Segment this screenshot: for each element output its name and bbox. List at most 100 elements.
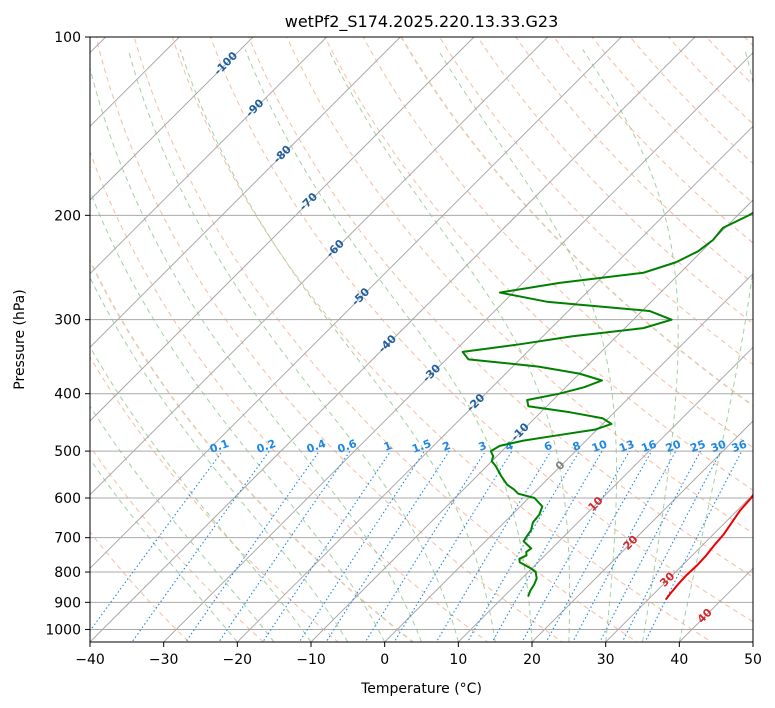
- moist-adiabat-line: [328, 49, 571, 642]
- dry-adiabat-line: [515, 37, 753, 284]
- y-tick-label: 1000: [45, 622, 81, 638]
- x-tick-label: 0: [380, 652, 389, 668]
- mixing-ratio-label: 25: [689, 438, 708, 455]
- y-tick-label: 300: [54, 313, 81, 329]
- moist-adiabat-line: [90, 405, 275, 642]
- mixing-ratio-line: [325, 450, 450, 642]
- x-axis-label: Temperature (°C): [360, 681, 482, 697]
- y-tick-label: 200: [54, 208, 81, 224]
- isotherm-line: [383, 272, 753, 642]
- mixing-ratio-label: 20: [664, 438, 683, 456]
- isotherm-line: [90, 37, 696, 642]
- mixing-ratio-line: [435, 450, 552, 642]
- x-axis: −40 −30 −20 −10 0 10 20 30 40 50: [75, 642, 762, 668]
- dry-adiabat-line: [171, 37, 713, 642]
- mixing-ratio-line: [185, 450, 320, 642]
- dry-adiabat-line: [90, 150, 489, 642]
- mixing-ratio-label: 0.1: [208, 437, 231, 456]
- isotherm-line: [90, 37, 254, 201]
- moist-adiabat-line: [90, 66, 422, 642]
- x-tick-label: −10: [296, 652, 326, 668]
- isotherm-line: [90, 37, 402, 349]
- x-tick-label: 40: [670, 652, 688, 668]
- mixing-ratio-line: [491, 450, 603, 642]
- isotherm-line: [236, 125, 753, 642]
- mixing-ratio-label: 1: [382, 439, 394, 454]
- background-lines: [90, 37, 753, 642]
- isotherm-line: [162, 51, 753, 642]
- dewpoint-profile-line: [461, 211, 753, 597]
- moist-adiabat-line: [582, 49, 679, 642]
- x-tick-label: 20: [523, 652, 541, 668]
- mixing-ratio-line: [131, 450, 270, 642]
- x-tick-label: −20: [223, 652, 253, 668]
- y-tick-label: 900: [54, 595, 81, 611]
- y-tick-label: 500: [54, 444, 81, 460]
- moist-adiabat-line: [90, 189, 386, 642]
- dry-adiabat-line: [553, 37, 753, 244]
- moist-adiabat-line: [244, 49, 533, 642]
- moist-adiabat-line: [90, 276, 349, 642]
- mixing-ratio-label: 8: [571, 439, 583, 454]
- isotherm-line: [310, 199, 753, 642]
- mixing-ratio-label: 3: [477, 439, 489, 454]
- chart-title: wetPf2_S174.2025.220.13.33.G23: [285, 12, 559, 32]
- dry-adiabat-line: [90, 259, 415, 642]
- mixing-ratio-line: [644, 450, 743, 642]
- y-tick-label: 800: [54, 565, 81, 581]
- mixing-ratio-label: 10: [590, 438, 609, 456]
- y-tick-label: 700: [54, 531, 81, 547]
- x-tick-label: 30: [597, 652, 615, 668]
- mixing-ratio-line: [218, 450, 351, 642]
- mixing-ratio-label: 6: [542, 439, 554, 454]
- dry-adiabat-line: [591, 37, 753, 204]
- dry-adiabat-line: [209, 37, 753, 623]
- mixing-ratio-label: 0.2: [255, 437, 278, 456]
- mixing-ratio-label: 4: [503, 439, 515, 454]
- y-tick-label: 100: [54, 30, 81, 46]
- mixing-ratio-line: [545, 450, 653, 642]
- isotherm-line: [90, 37, 475, 422]
- moist-adiabat-line: [127, 49, 459, 642]
- dry-adiabat-line: [133, 37, 638, 642]
- plot-frame: [89, 36, 754, 643]
- mixing-ratio-label: 0.4: [305, 437, 328, 456]
- mixing-ratio-label: 16: [640, 438, 659, 456]
- dry-adiabat-line: [248, 37, 753, 578]
- isotherm-line: [457, 346, 753, 642]
- dry-adiabat-line: [286, 37, 753, 534]
- isotherm-line: [90, 37, 328, 275]
- x-tick-label: 50: [744, 652, 762, 668]
- x-tick-label: −30: [149, 652, 179, 668]
- y-tick-label: 400: [54, 387, 81, 403]
- mixing-ratio-label: 30: [709, 438, 728, 456]
- temperature-profile-line: [665, 493, 753, 601]
- moist-adiabat-line: [179, 49, 496, 642]
- mixing-ratio-label: 2: [441, 439, 453, 454]
- isotherm-line: [90, 37, 623, 570]
- isotherm-line: [531, 420, 753, 642]
- mixing-ratio-labels: 0.1 0.2 0.4 0.6 1 1.5 2 3 4 6 8 10 13 16 20 25 30 36: [208, 437, 749, 456]
- dry-adiabat-line: [90, 531, 190, 642]
- isotherm-line: [90, 37, 549, 496]
- profiles: [461, 211, 753, 601]
- moist-adiabat-line: [437, 49, 618, 642]
- mixing-ratio-label: 0.6: [336, 437, 359, 456]
- mixing-ratio-label: 1.5: [410, 437, 433, 456]
- mixing-ratio-label: 36: [730, 438, 749, 456]
- y-tick-label: 600: [54, 491, 81, 507]
- moist-adiabat-line: [90, 458, 238, 642]
- isotherm-line: [604, 493, 753, 642]
- x-tick-label: 10: [449, 652, 467, 668]
- y-axis-label: Pressure (hPa): [12, 289, 28, 389]
- y-axis: 100 200 300 400 500 600 700 800 900 1000: [45, 30, 90, 638]
- mixing-ratio-line: [298, 450, 425, 642]
- x-tick-label: −40: [75, 652, 105, 668]
- mixing-ratio-line: [466, 450, 580, 642]
- isotherm-line: [90, 37, 181, 128]
- moist-adiabat-line: [678, 49, 753, 642]
- mixing-ratio-line: [262, 450, 392, 642]
- mixing-ratio-label: 13: [617, 438, 636, 455]
